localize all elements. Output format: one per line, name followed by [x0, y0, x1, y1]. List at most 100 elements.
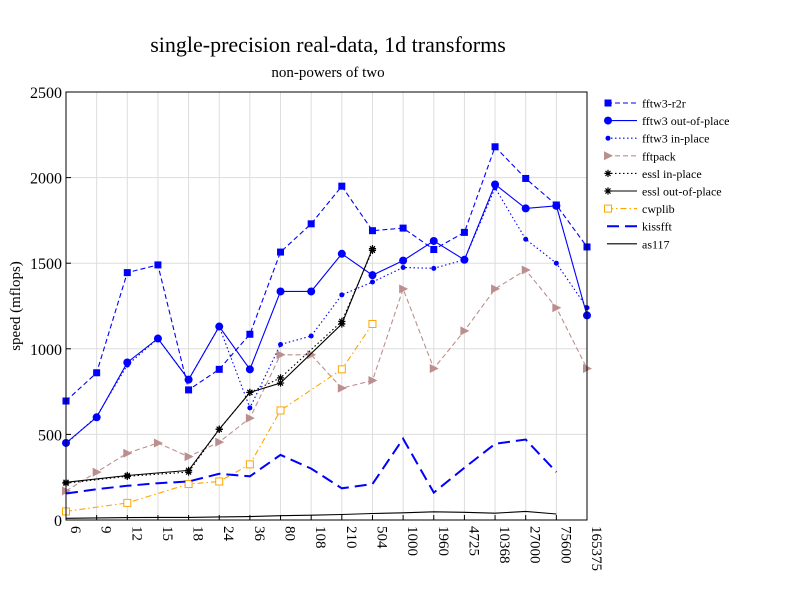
- data-point: [399, 284, 409, 294]
- data-point: [307, 220, 315, 228]
- x-tick-label: 165375: [588, 526, 604, 571]
- data-point: [124, 362, 130, 368]
- data-point: [307, 350, 317, 360]
- data-point: [154, 261, 162, 269]
- legend-marker: [605, 135, 611, 141]
- data-point: [216, 324, 222, 330]
- x-tick-label: 9: [98, 526, 114, 534]
- data-point: [246, 388, 254, 397]
- data-point: [368, 227, 376, 235]
- data-point: [155, 336, 161, 342]
- data-point: [153, 438, 163, 448]
- data-point: [338, 320, 346, 328]
- data-point: [368, 271, 377, 280]
- legend: fftw3-r2r fftw3 out-of-place fftw3 in-plac…: [604, 97, 729, 251]
- data-point: [399, 224, 407, 232]
- data-point: [429, 236, 438, 245]
- y-tick-label: 2000: [30, 171, 62, 188]
- data-point: [553, 260, 559, 266]
- data-point: [277, 248, 285, 256]
- y-axis-label: speed (mflops): [8, 261, 24, 351]
- legend-marker: [604, 116, 612, 125]
- series-line: [65, 186, 588, 445]
- data-point: [247, 405, 253, 411]
- legend-marker: [604, 151, 613, 161]
- data-point: [123, 471, 131, 480]
- data-point: [307, 287, 316, 296]
- legend-marker: [604, 187, 612, 195]
- legend-label: fftw3 out-of-place: [642, 114, 729, 128]
- data-point: [368, 375, 378, 385]
- legend-label: as117: [642, 237, 670, 251]
- data-point: [460, 326, 470, 336]
- x-tick-label: 36: [251, 526, 267, 542]
- legend-label: fftpack: [642, 149, 676, 163]
- legend-label: cwplib: [642, 202, 675, 216]
- data-point: [337, 365, 346, 374]
- legend-marker: [604, 99, 612, 107]
- data-point: [521, 204, 530, 213]
- data-point: [461, 257, 467, 263]
- data-point: [245, 365, 254, 374]
- data-point: [276, 287, 285, 296]
- y-tick-label: 1000: [30, 342, 62, 359]
- x-tick-label: 6: [67, 526, 83, 534]
- x-tick-label: 15: [159, 526, 175, 541]
- data-point: [215, 425, 223, 433]
- data-point: [369, 279, 375, 285]
- data-point: [123, 498, 132, 507]
- axes: 6 9 12 15 18 24 36 80 108 210 504 1000 1960 4725 10368…: [30, 85, 604, 571]
- data-point: [368, 245, 377, 253]
- data-point: [276, 379, 285, 387]
- legend-label: essl in-place: [642, 167, 702, 181]
- data-point: [552, 303, 562, 313]
- plot-frame: [65, 91, 588, 521]
- data-point: [491, 143, 499, 151]
- series-line: [65, 436, 558, 495]
- x-tick-label: 12: [128, 526, 144, 541]
- series-line: [65, 269, 588, 492]
- data-point: [184, 452, 194, 462]
- series-line: [65, 145, 588, 402]
- data-point: [431, 265, 437, 271]
- series-line: [65, 323, 373, 512]
- data-point: [523, 236, 529, 242]
- data-point: [123, 448, 133, 458]
- data-point: [276, 374, 285, 382]
- data-point: [245, 413, 255, 423]
- x-tick-label: 210: [343, 526, 359, 549]
- data-point: [400, 264, 406, 270]
- data-point: [339, 292, 345, 298]
- data-point: [399, 256, 408, 265]
- data-point: [185, 386, 193, 394]
- data-point: [429, 363, 439, 373]
- data-point: [337, 383, 347, 393]
- data-point: [93, 369, 101, 377]
- data-point: [215, 477, 224, 486]
- data-point: [276, 350, 286, 360]
- data-point: [215, 437, 225, 447]
- data-point: [338, 182, 346, 190]
- x-tick-label: 10368: [496, 526, 512, 564]
- data-point: [492, 185, 498, 191]
- x-tick-label: 18: [190, 526, 206, 541]
- series-kissfft: [65, 436, 558, 495]
- data-point: [92, 467, 102, 477]
- x-tick-label: 1000: [404, 526, 420, 556]
- legend-label: kissfft: [642, 220, 672, 234]
- chart-title: single-precision real-data, 1d transform…: [150, 32, 506, 57]
- series-fftw3-in-place: [63, 185, 590, 447]
- x-tick-label: 75600: [557, 526, 573, 564]
- legend-label: fftw3 in-place: [642, 132, 709, 146]
- x-tick-label: 504: [373, 526, 389, 549]
- data-point: [186, 377, 192, 383]
- data-point: [368, 319, 377, 328]
- series-line: [65, 248, 374, 483]
- series-fftpack: [62, 265, 592, 496]
- legend-marker: [604, 169, 612, 177]
- y-tick-label: 2500: [30, 85, 62, 102]
- y-tick-label: 1500: [30, 256, 62, 273]
- x-tick-label: 108: [312, 526, 328, 549]
- data-point: [460, 228, 468, 236]
